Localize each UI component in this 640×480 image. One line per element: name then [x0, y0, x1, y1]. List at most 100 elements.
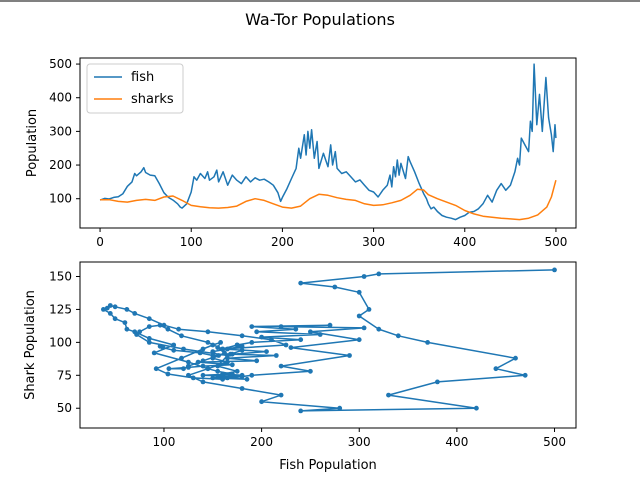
trajectory-point: [225, 355, 230, 361]
trajectory-point: [160, 345, 166, 350]
trajectory-point: [376, 326, 382, 332]
time-series-xtick-label: 300: [362, 235, 385, 249]
trajectory-point: [220, 376, 226, 382]
trajectory-point: [395, 333, 401, 339]
trajectory-point: [165, 371, 171, 377]
trajectory-point: [101, 307, 106, 312]
phase-xtick-label: 200: [250, 435, 273, 449]
trajectory-point: [234, 368, 240, 374]
time-series-xtick-label: 500: [544, 235, 567, 249]
trajectory-point: [107, 311, 113, 316]
trajectory-point: [225, 346, 230, 352]
trajectory-point: [146, 316, 152, 322]
trajectory-point: [215, 368, 221, 374]
phase-xtick-label: 500: [543, 435, 566, 449]
trajectory-point: [200, 379, 206, 385]
trajectory-point: [552, 267, 557, 273]
trajectory-point: [474, 405, 479, 411]
fish-series-line: [99, 63, 557, 221]
trajectory-point: [249, 340, 255, 345]
trajectory-point: [200, 358, 206, 364]
trajectory-point: [200, 363, 206, 369]
trajectory-point: [356, 289, 362, 295]
time-series-ytick-label: 400: [49, 91, 72, 105]
time-series-xtick-label: 400: [453, 235, 476, 249]
phase-xlabel: Fish Population: [279, 458, 377, 473]
trajectory-point: [146, 336, 152, 341]
trajectory-point: [112, 316, 118, 322]
trajectory-point: [254, 358, 260, 364]
trajectory-point: [200, 372, 206, 378]
trajectory-point: [215, 345, 221, 350]
trajectory-point: [165, 326, 171, 332]
trajectory-point: [132, 311, 138, 316]
trajectory-point: [249, 324, 255, 329]
trajectory-point: [166, 366, 172, 372]
trajectory-point: [259, 334, 264, 340]
trajectory-point: [229, 362, 235, 368]
sharks-series-line: [100, 180, 557, 221]
trajectory-point: [278, 363, 284, 369]
trajectory-point: [186, 372, 191, 378]
trajectory-point: [186, 359, 191, 365]
trajectory-point: [298, 280, 304, 286]
phase-ytick-label: 100: [49, 335, 72, 349]
trajectory-point: [124, 307, 130, 312]
time-series-frame: [79, 57, 577, 229]
trajectory-point: [205, 329, 211, 335]
trajectory-point: [229, 351, 235, 357]
trajectory-point: [366, 307, 372, 312]
trajectory-point: [200, 346, 206, 352]
time-series-lines: [99, 63, 557, 221]
trajectory-point: [179, 333, 184, 339]
trajectory-point: [278, 324, 284, 329]
trajectory-point: [239, 343, 245, 349]
trajectory-point: [176, 326, 182, 332]
trajectory-point: [181, 346, 186, 352]
legend-sharks-label: sharks: [131, 92, 174, 107]
phase-ylabel: Shark Population: [23, 290, 38, 400]
trajectory-point: [239, 347, 245, 353]
trajectory-point: [161, 322, 167, 328]
trajectory-point: [239, 374, 245, 379]
legend-fish-label: fish: [131, 70, 154, 85]
trajectory-point: [254, 329, 260, 335]
time-series-ytick-label: 300: [49, 124, 72, 138]
trajectory-point: [347, 353, 352, 358]
trajectory-point: [239, 333, 245, 339]
trajectory-point: [327, 322, 333, 328]
trajectory-point: [356, 313, 362, 319]
phase-ytick-label: 50: [57, 401, 72, 415]
trajectory-point: [386, 392, 391, 398]
trajectory-point: [195, 359, 201, 365]
trajectory-point: [361, 325, 367, 331]
trajectory-point: [122, 320, 128, 325]
trajectory-point: [425, 340, 430, 345]
trajectory-point: [197, 350, 203, 356]
phase-trajectory: [101, 267, 557, 414]
trajectory-point: [293, 326, 299, 332]
phase-xtick-label: 100: [153, 435, 176, 449]
phase-ytick-label: 125: [49, 302, 72, 316]
trajectory-point: [190, 375, 196, 381]
phase-frame: [79, 261, 577, 429]
trajectory-point: [308, 329, 313, 335]
trajectory-point: [288, 345, 294, 350]
trajectory-point: [513, 355, 518, 361]
trajectory-point: [157, 322, 163, 328]
time-series-xtick-label: 100: [180, 235, 203, 249]
time-series-ticks: 0 100 200 300 400 500 100 200 300 400 500: [49, 57, 567, 249]
time-series-ylabel: Population: [25, 109, 40, 177]
figure-title: Wa-Tor Populations: [245, 10, 395, 29]
trajectory-point: [264, 349, 269, 354]
phase-ytick-label: 150: [49, 269, 72, 283]
trajectory-point: [112, 304, 118, 310]
trajectory-point: [522, 372, 528, 378]
trajectory-point: [239, 386, 245, 391]
trajectory-point: [376, 271, 382, 277]
trajectory-point: [337, 405, 343, 411]
trajectory-point: [361, 274, 367, 279]
trajectory-point: [234, 342, 240, 348]
trajectory-point: [298, 408, 304, 414]
